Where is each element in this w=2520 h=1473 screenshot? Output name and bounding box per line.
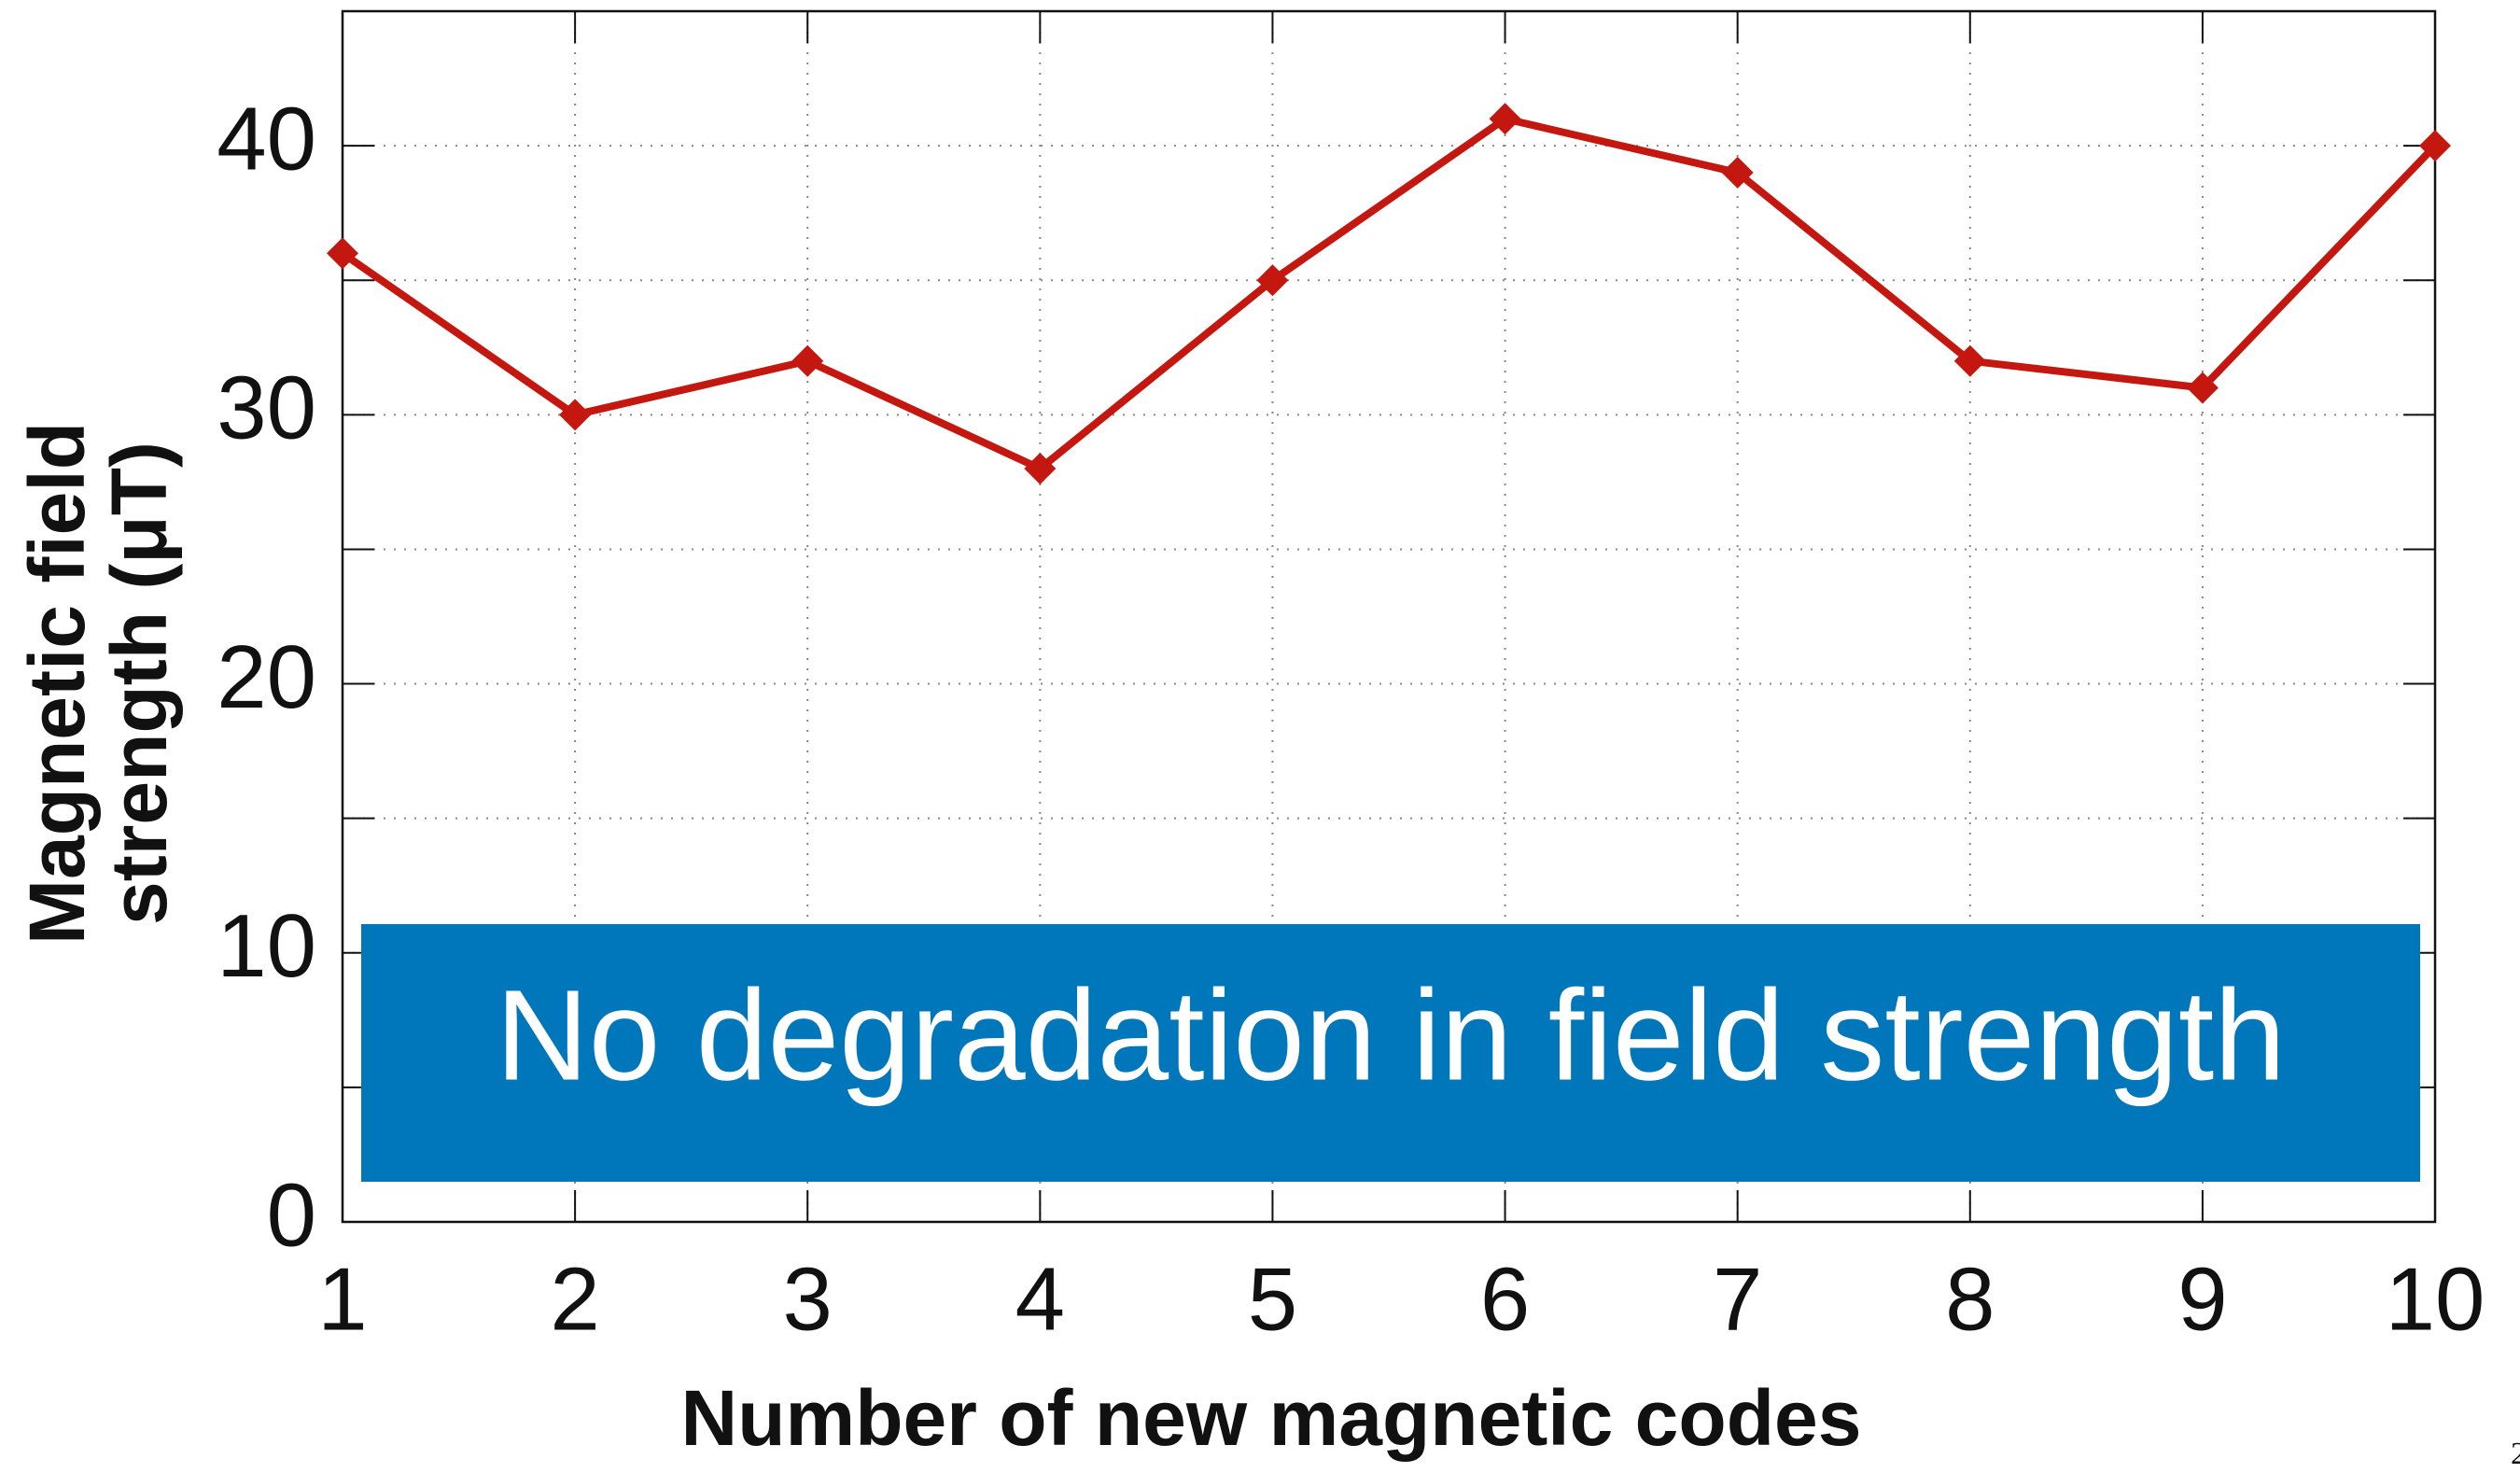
y-axis-title-line: Magnetic field — [13, 422, 101, 945]
y-tick-label: 0 — [267, 1165, 316, 1265]
x-tick-label: 3 — [783, 1249, 833, 1349]
data-point — [1489, 103, 1521, 135]
data-point — [791, 344, 824, 377]
data-point — [559, 399, 592, 431]
y-tick-label: 30 — [217, 358, 316, 458]
page-number: 2 — [2511, 1437, 2520, 1471]
annotation-box — [361, 924, 2420, 1182]
data-line — [340, 115, 2438, 472]
data-point — [2186, 372, 2219, 404]
y-tick-label: 20 — [217, 627, 316, 727]
data-point — [327, 237, 358, 270]
x-tick-label: 4 — [1015, 1249, 1065, 1349]
x-tick-label: 10 — [2386, 1249, 2485, 1349]
y-tick-label: 40 — [217, 89, 316, 189]
y-axis-title-line: strength (μT) — [95, 442, 183, 925]
data-point — [1024, 452, 1057, 484]
data-point — [1256, 264, 1289, 297]
data-point — [2419, 130, 2451, 162]
data-point — [1953, 344, 1986, 377]
y-axis-title: Magnetic field strength (μT) — [13, 422, 183, 945]
x-tick-label: 6 — [1480, 1249, 1530, 1349]
x-axis-title: Number of new magnetic codes — [681, 1374, 1862, 1462]
x-tick-label: 5 — [1248, 1249, 1297, 1349]
x-tick-label: 2 — [550, 1249, 599, 1349]
x-tick-label: 1 — [317, 1249, 367, 1349]
x-tick-label: 9 — [2177, 1249, 2227, 1349]
x-tick-label: 7 — [1713, 1249, 1762, 1349]
data-point — [1721, 156, 1754, 189]
annotation-text: No degradation in field strength — [496, 963, 2286, 1107]
plot-frame — [341, 9, 2437, 1224]
y-tick-label: 10 — [217, 896, 316, 996]
x-tick-label: 8 — [1945, 1249, 1995, 1349]
